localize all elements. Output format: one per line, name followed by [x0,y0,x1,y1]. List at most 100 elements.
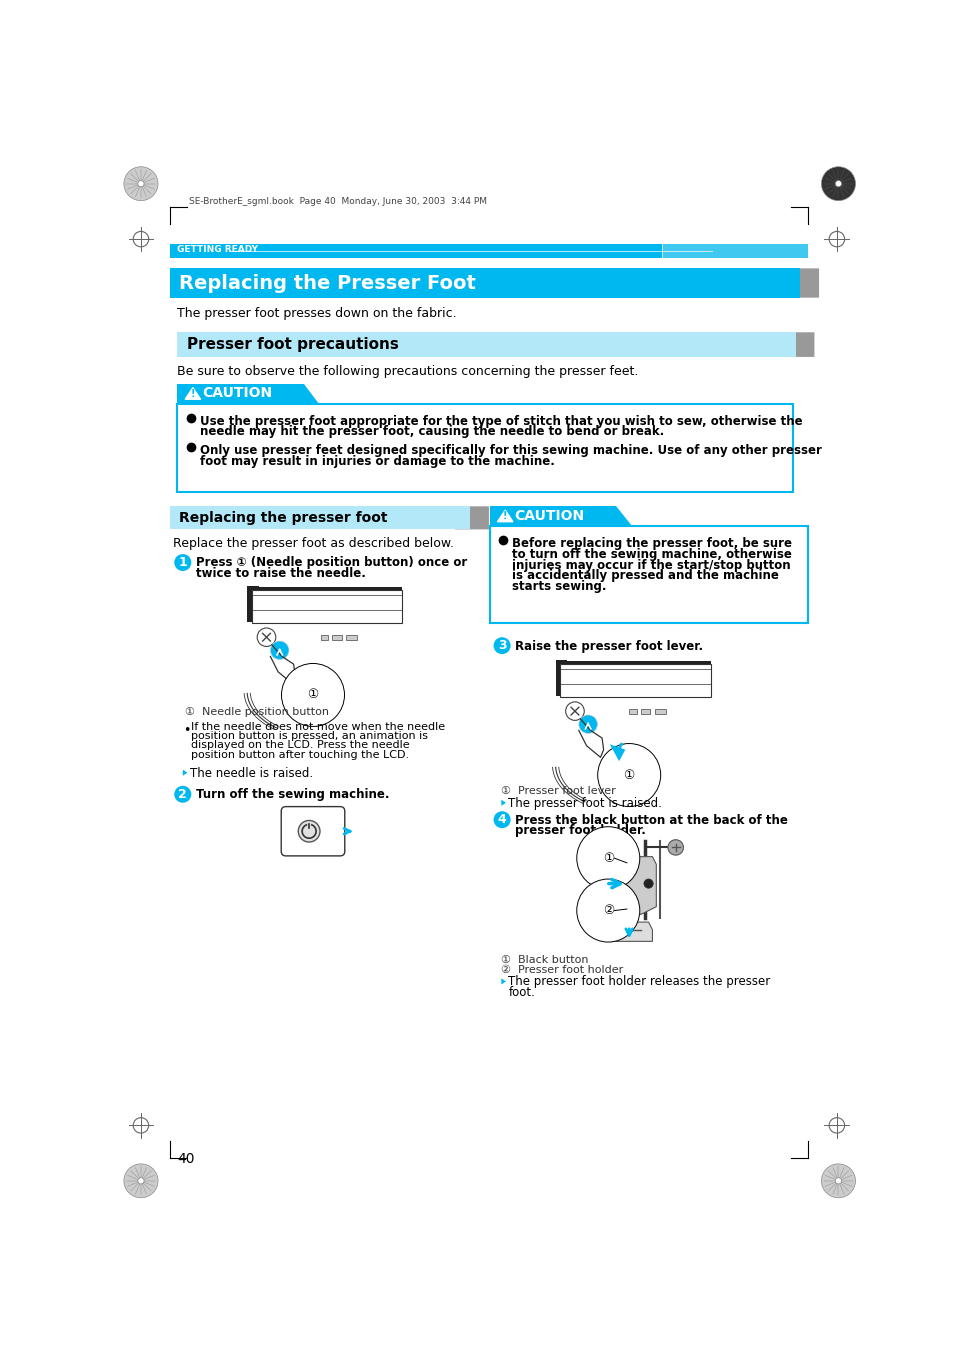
Text: ①: ① [602,851,614,865]
Text: Use the presser foot appropriate for the type of stitch that you wish to sew, ot: Use the presser foot appropriate for the… [199,415,801,428]
Text: ①: ① [623,769,634,781]
Text: The presser foot holder releases the presser: The presser foot holder releases the pre… [508,975,770,988]
Text: Before replacing the presser foot, be sure: Before replacing the presser foot, be su… [512,538,791,550]
Circle shape [137,1178,144,1183]
Bar [177,404,793,493]
Text: Replace the presser foot as described below.: Replace the presser foot as described be… [173,538,454,550]
Text: The presser foot is raised.: The presser foot is raised. [508,797,661,809]
Text: 1: 1 [178,557,187,569]
Polygon shape [497,511,513,521]
Text: Only use presser feet designed specifically for this sewing machine. Use of any : Only use presser feet designed specifica… [199,444,821,457]
Bar [252,590,402,623]
Text: Replacing the presser foot: Replacing the presser foot [179,511,387,524]
Text: ②  Presser foot holder: ② Presser foot holder [500,965,623,975]
Text: foot.: foot. [508,986,535,998]
Polygon shape [183,770,187,775]
Bar [629,709,637,715]
Text: Replacing the Presser Foot: Replacing the Presser Foot [179,273,476,293]
Bar [170,269,785,297]
Text: GETTING READY: GETTING READY [176,246,257,254]
Text: If the needle does not move when the needle: If the needle does not move when the nee… [191,721,444,732]
Circle shape [493,638,510,654]
Bar [332,635,341,640]
Text: The needle is raised.: The needle is raised. [190,766,313,780]
Bar [170,243,807,258]
Text: ①  Presser foot lever: ① Presser foot lever [500,786,616,796]
Bar [555,661,559,696]
FancyBboxPatch shape [780,332,814,357]
Text: ①: ① [307,689,318,701]
Circle shape [578,715,597,734]
Text: ②: ② [602,904,614,917]
Bar [177,384,303,404]
Bar [555,659,567,665]
Circle shape [493,811,510,828]
Circle shape [667,840,682,855]
Text: 4: 4 [497,813,506,827]
Text: position button after touching the LCD.: position button after touching the LCD. [191,750,408,759]
Text: !: ! [191,389,195,399]
Bar [555,661,710,665]
Polygon shape [303,384,319,404]
Bar [640,709,649,715]
Circle shape [137,181,144,186]
Text: 2: 2 [178,788,187,801]
Bar [489,527,807,623]
Bar [346,635,356,640]
Text: Turn off the sewing machine.: Turn off the sewing machine. [195,788,389,801]
Bar [489,507,616,527]
Circle shape [174,786,192,802]
Bar [170,507,456,530]
Text: presser foot holder.: presser foot holder. [515,824,645,838]
Circle shape [124,1165,158,1198]
Text: Press the black button at the back of the: Press the black button at the back of th… [515,813,787,827]
Bar [177,332,781,357]
Text: ①  Black button: ① Black button [500,955,588,965]
Circle shape [835,1178,841,1183]
Polygon shape [500,800,505,805]
Circle shape [835,181,841,186]
Circle shape [298,820,319,842]
Bar [320,635,328,640]
Text: CAUTION: CAUTION [202,386,272,400]
Polygon shape [609,744,624,761]
Text: Raise the presser foot lever.: Raise the presser foot lever. [515,639,702,653]
Polygon shape [609,923,652,942]
FancyBboxPatch shape [455,507,488,530]
Text: injuries may occur if the start/stop button: injuries may occur if the start/stop but… [512,559,790,571]
Text: is accidentally pressed and the machine: is accidentally pressed and the machine [512,570,779,582]
Circle shape [821,1165,855,1198]
Text: 40: 40 [177,1151,194,1166]
Text: displayed on the LCD. Press the needle: displayed on the LCD. Press the needle [191,740,409,750]
Bar [780,332,795,357]
Text: 3: 3 [497,639,506,653]
Polygon shape [624,857,656,915]
Text: to turn off the sewing machine, otherwise: to turn off the sewing machine, otherwis… [512,549,791,561]
Text: The presser foot presses down on the fabric.: The presser foot presses down on the fab… [177,307,456,320]
Bar [654,709,665,715]
Text: !: ! [502,511,507,521]
Text: Presser foot precautions: Presser foot precautions [187,338,398,353]
Text: SE-BrotherE_sgml.book  Page 40  Monday, June 30, 2003  3:44 PM: SE-BrotherE_sgml.book Page 40 Monday, Ju… [189,197,486,205]
Bar [247,588,252,621]
Text: Be sure to observe the following precautions concerning the presser feet.: Be sure to observe the following precaut… [177,365,639,378]
Polygon shape [185,388,200,400]
Circle shape [174,554,192,571]
FancyBboxPatch shape [281,807,344,857]
Polygon shape [500,978,505,985]
Text: position button is pressed, an animation is: position button is pressed, an animation… [191,731,427,742]
Text: foot may result in injuries or damage to the machine.: foot may result in injuries or damage to… [199,455,554,467]
Text: needle may hit the presser foot, causing the needle to bend or break.: needle may hit the presser foot, causing… [199,426,663,439]
Bar [559,665,710,697]
Circle shape [124,166,158,200]
Text: starts sewing.: starts sewing. [512,580,606,593]
Bar [455,507,470,530]
FancyBboxPatch shape [784,269,819,297]
Text: •: • [183,724,190,738]
Text: CAUTION: CAUTION [514,508,584,523]
Bar [247,585,258,590]
Polygon shape [616,507,631,527]
Circle shape [821,166,855,200]
Bar [784,269,800,297]
Circle shape [270,642,289,659]
